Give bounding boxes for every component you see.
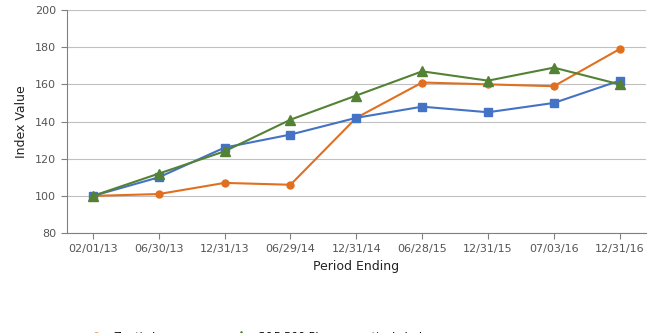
Y-axis label: Index Value: Index Value [15,85,28,158]
Legend: Zoetis Inc., S&P 500 Index, S&P 500 Pharmaceuticals Index: Zoetis Inc., S&P 500 Index, S&P 500 Phar… [84,332,436,333]
X-axis label: Period Ending: Period Ending [313,260,400,273]
